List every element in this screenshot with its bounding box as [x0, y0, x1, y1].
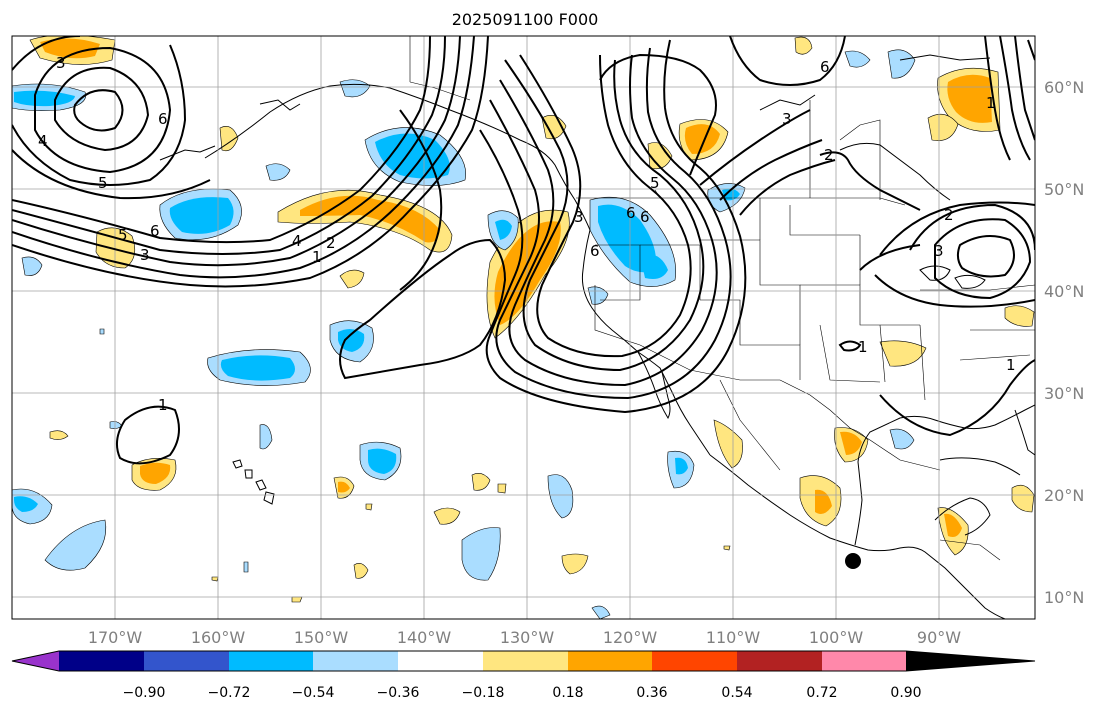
contour-label: 4: [38, 132, 48, 150]
contour-label: 6: [640, 208, 650, 226]
colorbar-swatch: [398, 651, 483, 671]
colorbar-tick-label: 0.72: [806, 685, 837, 701]
lat-tick-label: 30°N: [1044, 384, 1084, 403]
contour-labels: 3 4 5 6 5 6 3 4 1 2 1 6 3 6 5 6 6 3 2 3 …: [38, 54, 1016, 414]
lon-tick-label: 160°W: [191, 628, 246, 647]
colorbar-swatch: [59, 651, 144, 671]
lat-tick-label: 60°N: [1044, 78, 1084, 97]
colorbar-tick-label: 0.90: [890, 685, 921, 701]
longitude-tick-labels: 170°W 160°W 150°W 140°W 130°W 120°W 110°…: [88, 628, 961, 647]
contour-label: 1: [158, 396, 168, 414]
colorbar-swatch: [144, 651, 229, 671]
colorbar-swatch: [568, 651, 652, 671]
contour-label: 1: [986, 94, 996, 112]
lon-tick-label: 100°W: [809, 628, 864, 647]
location-marker: [845, 553, 861, 569]
lon-tick-label: 150°W: [294, 628, 349, 647]
colorbar-swatch: [483, 651, 568, 671]
colorbar-tick-label: −0.72: [208, 685, 251, 701]
contour-label: 6: [820, 58, 830, 76]
contour-label: 3: [140, 246, 150, 264]
colorbar-swatch: [12, 651, 59, 671]
lon-tick-label: 90°W: [917, 628, 961, 647]
colorbar-swatch: [737, 651, 822, 671]
lat-tick-label: 20°N: [1044, 486, 1084, 505]
colorbar-tick-label: 0.36: [636, 685, 667, 701]
colorbar-tick-label: −0.18: [462, 685, 505, 701]
contour-label: 1: [312, 248, 322, 266]
lat-tick-label: 40°N: [1044, 282, 1084, 301]
contour-label: 3: [782, 110, 792, 128]
colorbar-tick-label: 0.18: [552, 685, 583, 701]
colorbar-tick-label: 0.54: [721, 685, 752, 701]
contour-label: 1: [858, 338, 868, 356]
lat-tick-label: 50°N: [1044, 180, 1084, 199]
colorbar-swatch: [652, 651, 737, 671]
lon-tick-label: 170°W: [88, 628, 143, 647]
contour-label: 6: [590, 242, 600, 260]
colorbar-tick-label: −0.36: [377, 685, 420, 701]
colorbar-tick-label: −0.90: [123, 685, 166, 701]
contour-label: 6: [158, 110, 168, 128]
map-title: 2025091100 F000: [451, 10, 599, 29]
contour-label: 5: [98, 174, 108, 192]
contour-label: 2: [326, 234, 336, 252]
latitude-tick-labels: 60°N 50°N 40°N 30°N 20°N 10°N: [1044, 78, 1084, 607]
contour-label: 5: [118, 226, 128, 244]
contour-label: 3: [56, 54, 66, 72]
lon-tick-label: 130°W: [500, 628, 555, 647]
political-borders: [409, 36, 1035, 561]
map-frame: [11, 35, 1036, 620]
lon-tick-label: 110°W: [706, 628, 761, 647]
lon-tick-label: 140°W: [397, 628, 452, 647]
colorbar-tick-label: −0.54: [292, 685, 335, 701]
contour-label: 2: [824, 146, 834, 164]
colorbar-outline: [11, 650, 1036, 672]
colorbar-swatch: [906, 651, 1035, 671]
contour-label: 5: [650, 174, 660, 192]
contour-label: 6: [626, 204, 636, 222]
contour-label: 1: [1006, 356, 1016, 374]
lat-tick-label: 10°N: [1044, 588, 1084, 607]
contour-label: 6: [150, 222, 160, 240]
contour-label: 4: [292, 232, 302, 250]
contour-label: 3: [574, 208, 584, 226]
lon-tick-label: 120°W: [603, 628, 658, 647]
colorbar-swatch: [313, 651, 398, 671]
contour-label: 3: [934, 242, 944, 260]
colorbar: −0.90 −0.72 −0.54 −0.36 −0.18 0.18 0.36 …: [11, 650, 1036, 701]
contour-lines: [12, 36, 1035, 465]
colorbar-swatch: [229, 651, 313, 671]
colorbar-swatch: [822, 651, 906, 671]
contour-label: 2: [944, 206, 954, 224]
